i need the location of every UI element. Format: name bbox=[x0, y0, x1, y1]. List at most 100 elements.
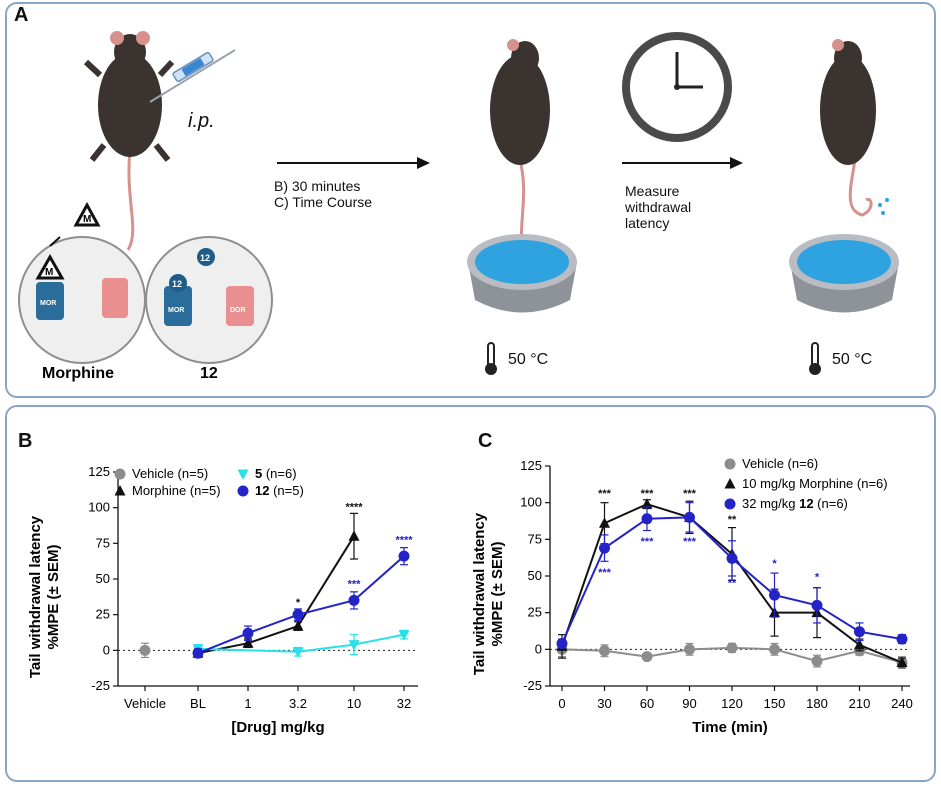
chart-b: -25 0 25 50 75 100 125 Vehicle BL 1 3.2 10 32 [Drug] … bbox=[27, 464, 418, 736]
x-tick-label: 10 bbox=[347, 696, 361, 711]
data-point bbox=[139, 644, 151, 656]
data-point bbox=[896, 633, 908, 645]
y-axis-title-top: Tail withdrawal latency bbox=[471, 512, 488, 675]
x-tick-label: 210 bbox=[849, 696, 871, 711]
legend-label: Vehicle (n=6) bbox=[742, 456, 818, 471]
mouse-withdrawn-icon bbox=[820, 39, 889, 217]
significance-label: ** bbox=[728, 514, 737, 526]
morphine-molecule-icon bbox=[73, 201, 101, 227]
panel-c-label: C bbox=[478, 430, 493, 452]
measure-text-3: latency bbox=[625, 215, 670, 231]
data-point bbox=[599, 645, 610, 657]
y-axis-title-bottom: %MPE (± SEM) bbox=[489, 542, 506, 647]
data-point bbox=[726, 552, 738, 564]
data-point bbox=[398, 550, 410, 562]
significance-label: **** bbox=[395, 534, 413, 546]
thermometer-icon bbox=[485, 342, 497, 375]
step-text-timecourse: C) Time Course bbox=[274, 194, 373, 210]
data-point bbox=[242, 637, 254, 648]
y-tick-label: 25 bbox=[528, 605, 542, 620]
data-point bbox=[398, 630, 410, 641]
measure-text-1: Measure bbox=[625, 183, 680, 199]
compound12-receptor-diagram: 12 12 MOR DOR bbox=[145, 236, 273, 364]
data-point bbox=[599, 542, 610, 554]
data-point bbox=[684, 511, 695, 523]
legend-marker bbox=[114, 485, 126, 496]
x-tick-label: 240 bbox=[891, 696, 913, 711]
step-text-30min: B) 30 minutes bbox=[274, 178, 361, 194]
data-point bbox=[641, 498, 653, 509]
y-tick-label: 0 bbox=[535, 641, 542, 656]
significance-label: * bbox=[772, 558, 777, 570]
x-tick-label: 1 bbox=[244, 696, 251, 711]
x-tick-label: BL bbox=[190, 696, 206, 711]
x-tick-label: 30 bbox=[597, 696, 611, 711]
data-point bbox=[556, 637, 568, 649]
ip-label: i.p. bbox=[188, 110, 215, 132]
data-point bbox=[684, 643, 695, 655]
data-point bbox=[292, 647, 304, 658]
panel-b-label: B bbox=[18, 430, 33, 452]
legend-label: 12 (n=5) bbox=[255, 483, 304, 498]
y-tick-label: 0 bbox=[103, 642, 110, 657]
data-point bbox=[242, 627, 254, 639]
data-point bbox=[192, 647, 204, 659]
significance-label: **** bbox=[345, 502, 363, 514]
x-tick-label: 150 bbox=[764, 696, 786, 711]
data-point bbox=[769, 643, 780, 655]
x-axis-title: Time (min) bbox=[692, 719, 768, 736]
significance-label: *** bbox=[683, 488, 697, 500]
legend-marker bbox=[724, 458, 736, 470]
panel-b bbox=[5, 405, 936, 782]
data-point bbox=[641, 651, 653, 663]
dor-label: DOR bbox=[230, 307, 246, 314]
data-point bbox=[726, 642, 738, 654]
y-tick-label: 100 bbox=[520, 495, 542, 510]
data-point bbox=[854, 638, 865, 650]
series-line bbox=[197, 555, 405, 655]
legend-marker bbox=[724, 478, 736, 489]
x-tick-label: 60 bbox=[640, 696, 654, 711]
chart-c: -25 0 25 50 75 100 125 0 30 60 90 120 150 180 210 240 Ti… bbox=[471, 456, 913, 736]
x-tick-label: 32 bbox=[397, 696, 411, 711]
data-point bbox=[348, 640, 360, 651]
temperature-label-2: 50 °C bbox=[832, 351, 873, 368]
y-tick-label: -25 bbox=[523, 678, 542, 693]
significance-label: *** bbox=[598, 567, 612, 579]
y-tick-label: 125 bbox=[520, 458, 542, 473]
panel-a-illustration: i.p. M M MOR 12 12 MOR DOR Morphine 12 bbox=[18, 31, 899, 382]
legend-label: Morphine (n=5) bbox=[132, 483, 221, 498]
data-point bbox=[641, 513, 653, 525]
legend-marker bbox=[724, 498, 736, 510]
mouse-injected-icon bbox=[83, 31, 175, 251]
syringe-icon bbox=[149, 49, 236, 103]
data-point bbox=[811, 599, 823, 611]
x-tick-label: 0 bbox=[558, 696, 565, 711]
x-tick-label: 3.2 bbox=[289, 696, 307, 711]
thermometer-icon-2 bbox=[809, 342, 821, 375]
morphine-molecule-label: M bbox=[83, 214, 91, 225]
temperature-label-1: 50 °C bbox=[508, 351, 549, 368]
y-tick-label: 25 bbox=[96, 607, 110, 622]
data-point bbox=[811, 655, 823, 667]
data-point bbox=[348, 594, 360, 606]
significance-label: *** bbox=[641, 488, 655, 500]
significance-label: *** bbox=[641, 536, 655, 548]
panel-a-label: A bbox=[14, 4, 29, 26]
data-point bbox=[854, 626, 865, 638]
y-tick-label: 125 bbox=[88, 464, 110, 479]
compound-12-icon bbox=[197, 248, 215, 266]
legend-label: Vehicle (n=5) bbox=[132, 466, 208, 481]
morphine-receptor-diagram: M M MOR bbox=[18, 201, 146, 364]
data-point bbox=[348, 530, 360, 541]
y-tick-label: 75 bbox=[96, 535, 110, 550]
y-tick-label: 100 bbox=[88, 500, 110, 515]
x-tick-label: 120 bbox=[721, 696, 743, 711]
compound12-caption: 12 bbox=[200, 365, 218, 382]
y-tick-label: 50 bbox=[528, 568, 542, 583]
mor-label: MOR bbox=[40, 300, 56, 307]
clock-icon bbox=[622, 32, 732, 142]
data-point bbox=[769, 589, 780, 601]
legend-label: 32 mg/kg 12 (n=6) bbox=[742, 496, 848, 511]
compound-12-bound-label: 12 bbox=[172, 279, 182, 289]
